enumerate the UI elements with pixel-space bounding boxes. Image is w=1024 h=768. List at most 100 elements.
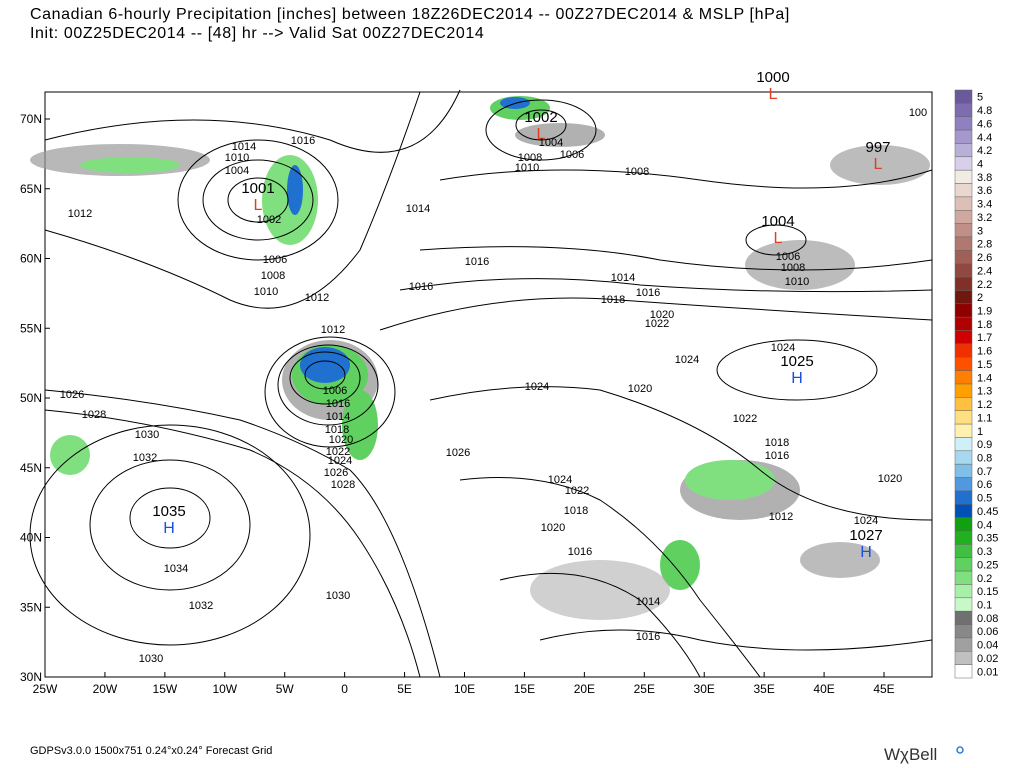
- colorbar-label: 5: [977, 92, 983, 104]
- colorbar-swatch: [954, 423, 973, 438]
- lat-label: 60N: [20, 252, 42, 266]
- isobar: [264, 336, 396, 448]
- colorbar-label: 0.6: [977, 479, 992, 491]
- isobar-label: 1016: [291, 135, 315, 147]
- colorbar-swatch: [954, 557, 973, 572]
- isobar-label: 1016: [326, 398, 350, 410]
- isobar-label: 1008: [625, 166, 649, 178]
- lon-label: 45E: [873, 682, 894, 696]
- colorbar-label: 0.5: [977, 493, 992, 505]
- colorbar-swatch: [954, 463, 973, 478]
- isobar: [44, 389, 441, 678]
- colorbar-swatch: [954, 103, 973, 117]
- colorbar-swatch: [954, 410, 973, 425]
- isobar: [202, 159, 314, 241]
- lon-label: 35E: [753, 682, 774, 696]
- colorbar-label: 2.2: [977, 279, 992, 291]
- colorbar-swatch: [954, 143, 973, 158]
- isobar: [44, 409, 421, 678]
- colorbar-label: 0.25: [977, 559, 998, 571]
- colorbar-swatch: [954, 89, 973, 104]
- center-symbol: L: [537, 126, 546, 143]
- colorbar-swatch: [954, 223, 973, 238]
- center-value: 1025: [780, 353, 813, 370]
- precip: [830, 145, 930, 185]
- isobar: [745, 224, 807, 256]
- lat-label: 30N: [20, 670, 42, 684]
- isobar-label: 1010: [515, 162, 539, 174]
- colorbar-swatch: [954, 316, 973, 331]
- colorbar-label: 0.08: [977, 613, 998, 625]
- colorbar-label: 1.2: [977, 399, 992, 411]
- isobar-label: 1012: [68, 208, 92, 220]
- isobar-label: 1016: [636, 287, 660, 299]
- colorbar-swatch: [954, 570, 973, 585]
- isobar-label: 1022: [565, 485, 589, 497]
- isobar: [44, 89, 461, 153]
- isobar-label: 1024: [771, 342, 795, 354]
- brand-logo: [956, 746, 964, 754]
- precip: [80, 157, 180, 173]
- lon-label: 20W: [93, 682, 118, 696]
- isobar: [129, 487, 211, 549]
- colorbar-label: 2: [977, 292, 983, 304]
- lon-label: 10W: [212, 682, 237, 696]
- isobar-label: 1026: [60, 389, 84, 401]
- isobar-label: 1024: [675, 354, 699, 366]
- center-value: 1004: [761, 213, 794, 230]
- isobar: [277, 344, 379, 426]
- colorbar-label: 1.7: [977, 332, 992, 344]
- isobar: [485, 99, 597, 161]
- isobar: [399, 278, 933, 293]
- center-value: 1002: [524, 109, 557, 126]
- isobar-label: 1008: [518, 152, 542, 164]
- brand: WχBell: [884, 745, 937, 764]
- isobar-label: 1024: [854, 515, 878, 527]
- colorbar-label: 4.4: [977, 132, 992, 144]
- isobar-label: 1012: [305, 292, 329, 304]
- colorbar-swatch: [954, 490, 973, 505]
- lon-label: 30E: [694, 682, 715, 696]
- colorbar-label: 1.4: [977, 372, 992, 384]
- isobar-label: 1018: [325, 424, 349, 436]
- isobar-label: 1004: [539, 137, 563, 149]
- precip: [660, 540, 700, 590]
- colorbar-swatch: [954, 343, 973, 358]
- isobar-label: 1022: [326, 446, 350, 458]
- subtitle: Init: 00Z25DEC2014 -- [48] hr --> Valid …: [30, 25, 484, 42]
- colorbar-label: 0.06: [977, 626, 998, 638]
- isobar-label: 1014: [406, 203, 430, 215]
- map-frame: [44, 91, 933, 678]
- lon-label: 20E: [574, 682, 595, 696]
- precip-areas: [30, 96, 930, 620]
- isobar-label: 1014: [636, 596, 660, 608]
- colorbar-label: 0.7: [977, 466, 992, 478]
- isobar: [89, 459, 251, 591]
- isobar-label: 1028: [82, 409, 106, 421]
- colorbar-label: 1.1: [977, 412, 992, 424]
- logo-dot: [956, 746, 964, 754]
- isobar-label: 1020: [541, 522, 565, 534]
- colorbar-swatch: [954, 156, 973, 171]
- colorbar-label: 2.8: [977, 239, 992, 251]
- colorbar-swatch: [954, 584, 973, 599]
- isobar-label: 1006: [323, 385, 347, 397]
- isobar: [44, 91, 421, 309]
- lon-label: 15W: [153, 682, 178, 696]
- colorbar-swatch: [954, 517, 973, 532]
- isobars: [29, 89, 933, 678]
- isobar-label: 1020: [650, 309, 674, 321]
- isobar-label: 1016: [568, 546, 592, 558]
- lat-label: 65N: [20, 182, 42, 196]
- isobar-label: 1006: [560, 149, 584, 161]
- isobar: [716, 339, 878, 401]
- colorbar-label: 0.9: [977, 439, 992, 451]
- isobar-label: 100: [909, 107, 927, 119]
- colorbar-swatch: [954, 637, 973, 652]
- isobar: [439, 169, 933, 189]
- isobar-label: 1020: [329, 434, 353, 446]
- lat-label: 35N: [20, 600, 42, 614]
- isobar: [304, 360, 346, 390]
- precip: [287, 165, 303, 215]
